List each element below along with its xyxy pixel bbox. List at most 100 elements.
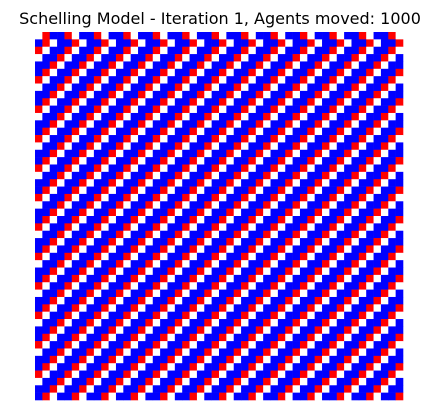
blue-agent-cell	[196, 142, 205, 151]
red-agent-cell	[79, 120, 87, 128]
red-agent-cell	[219, 186, 227, 195]
blue-agent-cell	[130, 385, 139, 393]
red-agent-cell	[152, 46, 161, 55]
blue-agent-cell	[130, 208, 139, 217]
blue-agent-cell	[160, 120, 168, 128]
red-agent-cell	[35, 76, 43, 84]
blue-agent-cell	[241, 296, 249, 305]
blue-agent-cell	[204, 392, 212, 401]
empty-cell	[219, 32, 227, 40]
empty-cell	[189, 105, 198, 114]
blue-agent-cell	[292, 32, 301, 40]
empty-cell	[336, 164, 345, 173]
empty-cell	[160, 252, 168, 261]
empty-cell	[79, 157, 87, 165]
red-agent-cell	[189, 304, 198, 312]
blue-agent-cell	[108, 83, 117, 92]
red-agent-cell	[174, 54, 183, 62]
empty-cell	[42, 135, 51, 143]
blue-agent-cell	[196, 105, 205, 114]
blue-agent-cell	[299, 385, 308, 393]
blue-agent-cell	[145, 216, 154, 224]
empty-cell	[277, 193, 286, 202]
red-agent-cell	[255, 179, 264, 187]
red-agent-cell	[108, 296, 117, 305]
blue-agent-cell	[322, 46, 330, 55]
empty-cell	[270, 377, 279, 386]
blue-agent-cell	[380, 105, 389, 114]
blue-agent-cell	[35, 363, 43, 371]
red-agent-cell	[248, 98, 257, 106]
empty-cell	[344, 333, 352, 342]
empty-cell	[196, 68, 205, 77]
red-agent-cell	[255, 296, 264, 305]
blue-agent-cell	[160, 201, 168, 209]
empty-cell	[314, 274, 323, 283]
blue-agent-cell	[138, 252, 146, 261]
blue-agent-cell	[277, 355, 286, 364]
red-agent-cell	[388, 76, 396, 84]
red-agent-cell	[160, 363, 168, 371]
blue-agent-cell	[233, 245, 242, 254]
red-agent-cell	[248, 245, 257, 254]
blue-agent-cell	[241, 127, 249, 136]
blue-agent-cell	[263, 127, 271, 136]
blue-agent-cell	[79, 46, 87, 55]
blue-agent-cell	[152, 304, 161, 312]
red-agent-cell	[270, 164, 279, 173]
blue-agent-cell	[93, 157, 102, 165]
blue-agent-cell	[35, 61, 43, 70]
blue-agent-cell	[388, 157, 396, 165]
blue-agent-cell	[233, 223, 242, 232]
blue-agent-cell	[336, 267, 345, 276]
blue-agent-cell	[263, 304, 271, 312]
blue-agent-cell	[395, 260, 404, 268]
empty-cell	[123, 142, 131, 151]
blue-agent-cell	[57, 127, 65, 136]
empty-cell	[366, 370, 374, 379]
empty-cell	[204, 385, 212, 393]
empty-cell	[204, 238, 212, 246]
blue-agent-cell	[292, 193, 301, 202]
blue-agent-cell	[211, 149, 220, 158]
red-agent-cell	[49, 179, 58, 187]
empty-cell	[130, 135, 139, 143]
empty-cell	[138, 186, 146, 195]
red-agent-cell	[248, 363, 257, 371]
blue-agent-cell	[285, 260, 293, 268]
blue-agent-cell	[314, 46, 323, 55]
blue-agent-cell	[344, 341, 352, 349]
empty-cell	[226, 274, 235, 283]
empty-cell	[42, 282, 51, 290]
blue-agent-cell	[71, 61, 80, 70]
red-agent-cell	[241, 32, 249, 40]
blue-agent-cell	[93, 392, 102, 401]
red-agent-cell	[299, 252, 308, 261]
blue-agent-cell	[204, 252, 212, 261]
empty-cell	[79, 68, 87, 77]
red-agent-cell	[211, 135, 220, 143]
red-agent-cell	[388, 135, 396, 143]
blue-agent-cell	[322, 245, 330, 254]
red-agent-cell	[152, 370, 161, 379]
empty-cell	[255, 274, 264, 283]
blue-agent-cell	[211, 68, 220, 77]
blue-agent-cell	[35, 157, 43, 165]
red-agent-cell	[307, 157, 315, 165]
blue-agent-cell	[241, 326, 249, 335]
red-agent-cell	[336, 98, 345, 106]
blue-agent-cell	[211, 208, 220, 217]
empty-cell	[388, 289, 396, 298]
empty-cell	[358, 112, 367, 121]
blue-agent-cell	[373, 83, 382, 92]
blue-agent-cell	[204, 311, 212, 320]
blue-agent-cell	[167, 341, 176, 349]
empty-cell	[42, 341, 51, 349]
empty-cell	[336, 223, 345, 232]
red-agent-cell	[395, 157, 404, 165]
blue-agent-cell	[299, 179, 308, 187]
empty-cell	[115, 90, 124, 99]
blue-agent-cell	[329, 157, 338, 165]
blue-agent-cell	[366, 61, 374, 70]
blue-agent-cell	[219, 326, 227, 335]
